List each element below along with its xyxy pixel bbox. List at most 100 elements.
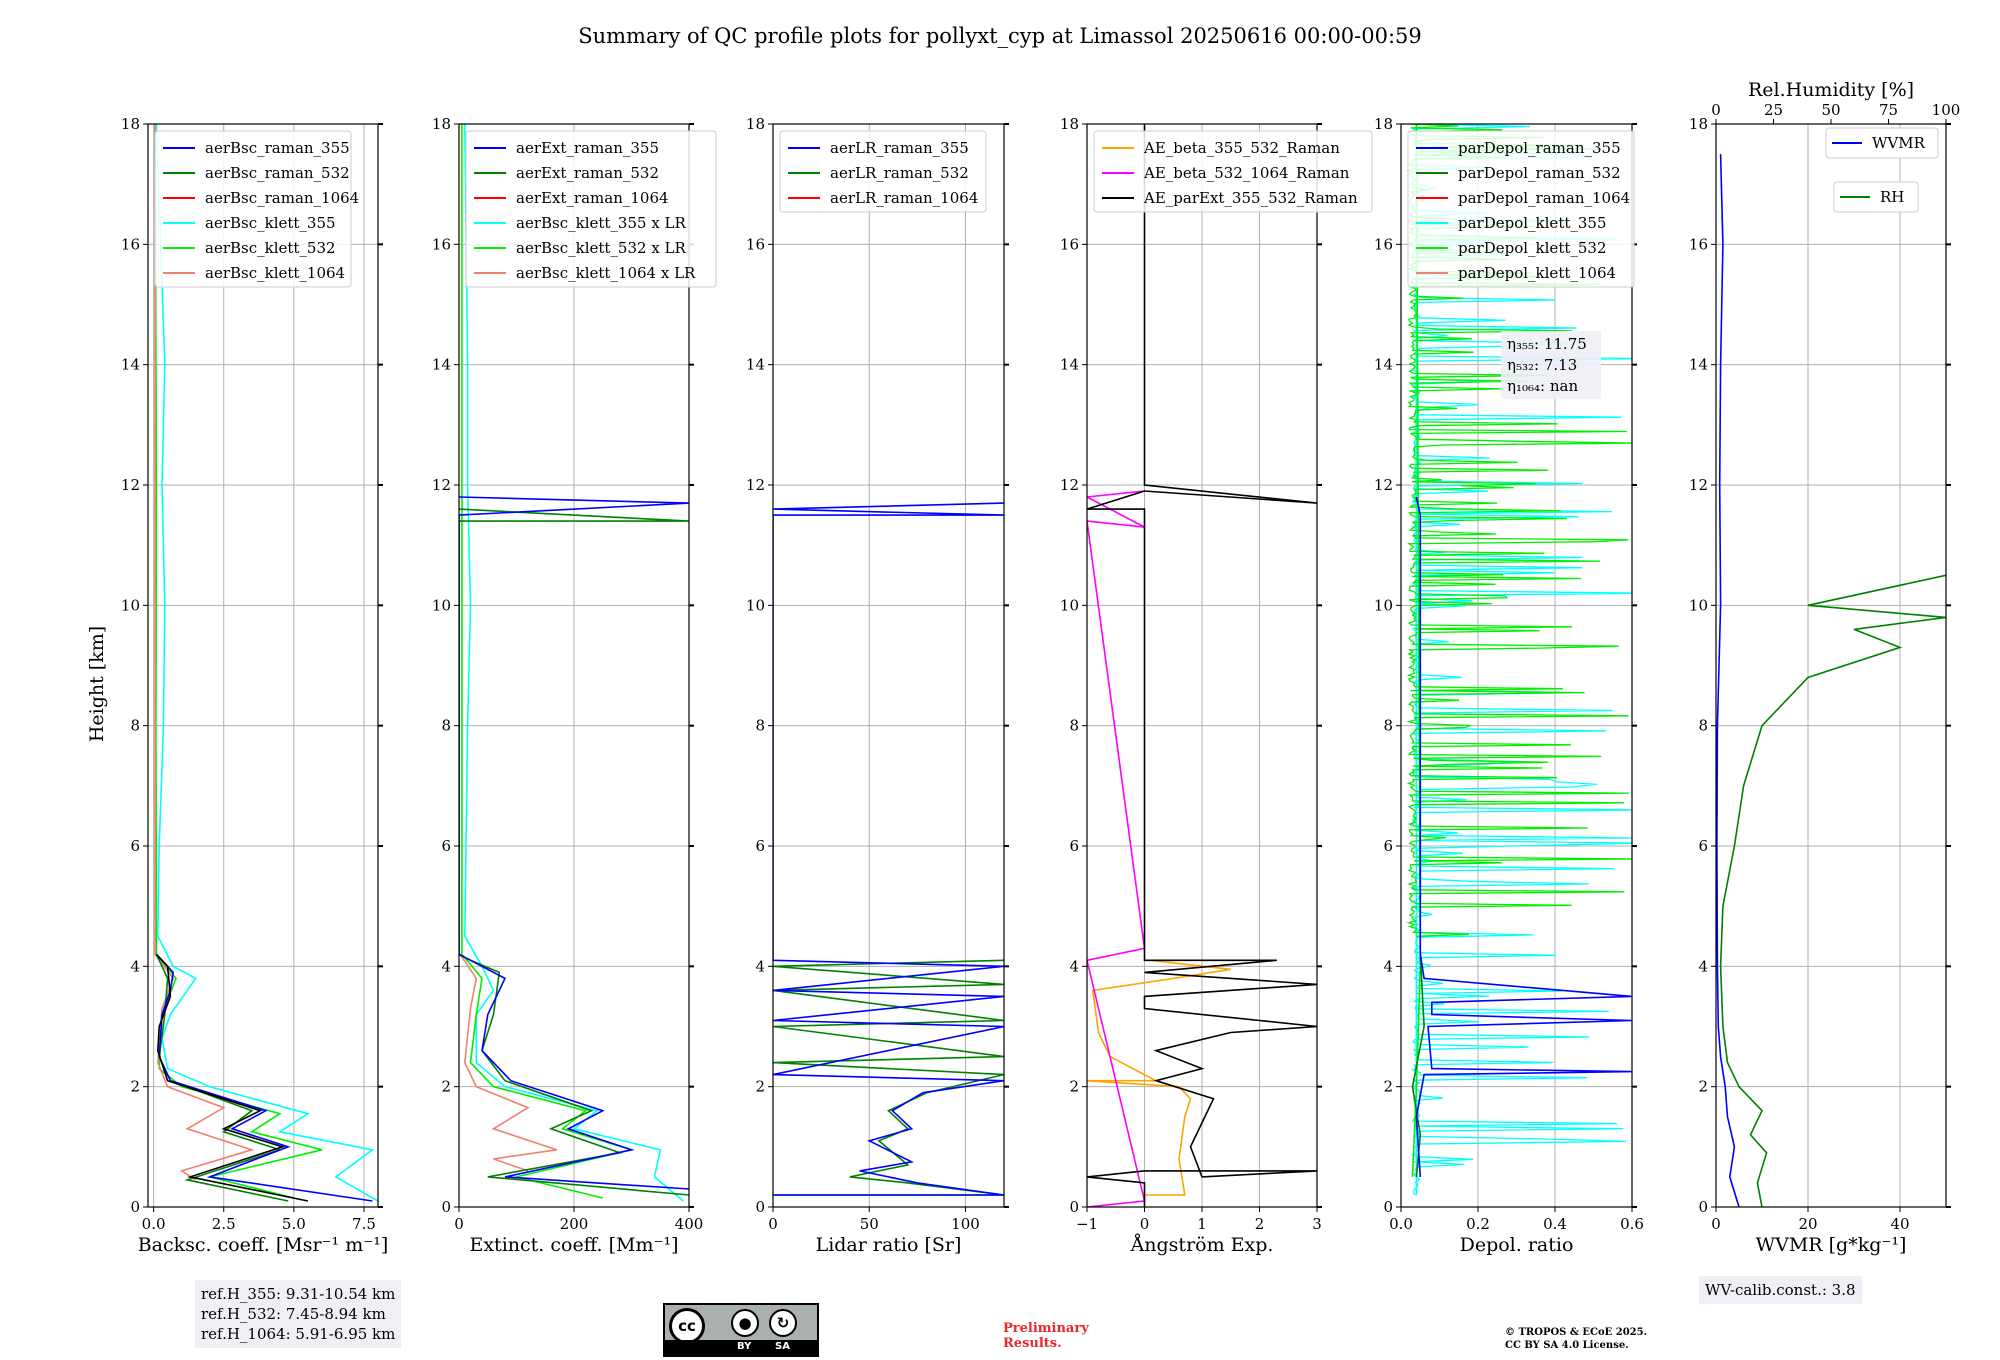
legend-box: [779, 130, 987, 213]
legend-label: aerBsc_klett_532 x LR: [516, 239, 687, 257]
copyright-line2: CC BY SA 4.0 License.: [1505, 1340, 1629, 1351]
y-tick-label: 4: [441, 957, 451, 975]
y-tick-label: 18: [121, 115, 140, 133]
x-axis-label: Extinct. coeff. [Mm⁻¹]: [469, 1234, 678, 1256]
legend-label: RH: [1880, 188, 1904, 206]
ref-height-355: ref.H_355: 9.31-10.54 km: [201, 1285, 396, 1303]
legend-box: [465, 130, 717, 288]
y-tick-label: 6: [1698, 837, 1708, 855]
x-axis-label: WVMR [g*kg⁻¹]: [1756, 1234, 1907, 1256]
y-tick-label: 8: [755, 717, 765, 735]
y-tick-label: 18: [1060, 115, 1079, 133]
panel-depol: 0.0 0.2 0.4 0.6 0 2 4 6 8 10 12 14 16 18 Depol. ratio p…: [1374, 115, 1644, 1256]
plot-area: [1087, 124, 1317, 1207]
y-tick-label: 4: [1383, 957, 1393, 975]
y-tick-label: 6: [1069, 837, 1079, 855]
x-tick-label: 2.5: [212, 1215, 236, 1233]
copyright-line1: © TROPOS & ECoE 2025.: [1505, 1327, 1648, 1338]
series-aerExt_raman_532: [459, 508, 689, 1196]
legend-label: aerBsc_klett_1064 x LR: [516, 264, 696, 282]
x-tick-label: 0: [768, 1215, 778, 1233]
preliminary-notice: Preliminary Results.: [1003, 1321, 1089, 1351]
top-x-tick-label: 75: [1879, 101, 1898, 119]
y-tick-label: 18: [1689, 115, 1708, 133]
y-tick-label: 16: [1689, 235, 1708, 253]
legend-label: aerLR_raman_355: [830, 139, 969, 157]
top-axis-label: Rel.Humidity [%]: [1748, 79, 1914, 101]
legend-RH: RH: [1833, 181, 1919, 213]
legend-WVMR: WVMR: [1825, 127, 1939, 159]
y-tick-label: 2: [130, 1078, 140, 1096]
x-tick-label: 0.4: [1543, 1215, 1567, 1233]
y-tick-label: 14: [121, 356, 140, 374]
x-tick-label: 50: [860, 1215, 879, 1233]
y-tick-label: 0: [755, 1198, 765, 1216]
legend-box: [1407, 130, 1635, 288]
legend-label: aerBsc_raman_355: [205, 139, 350, 157]
legend-label: aerBsc_klett_1064: [205, 264, 345, 282]
y-tick-label: 6: [130, 837, 140, 855]
eta-annotation: η₃₅₅: 11.75 η₅₃₂: 7.13 η₁₀₆₄: nan: [1501, 331, 1601, 399]
y-tick-label: 8: [441, 717, 451, 735]
top-x-tick-label: 0: [1711, 101, 1721, 119]
x-axis-label: Lidar ratio [Sr]: [816, 1234, 962, 1256]
y-tick-label: 16: [1374, 235, 1393, 253]
ref-height-532: ref.H_532: 7.45-8.94 km: [201, 1305, 386, 1323]
y-tick-label: 4: [1069, 957, 1079, 975]
height-axis-label: Height [km]: [86, 626, 108, 742]
x-axis-label: Ångström Exp.: [1130, 1234, 1274, 1256]
y-tick-label: 16: [1060, 235, 1079, 253]
series-aerBsc_raman_1064: [155, 953, 309, 1202]
x-tick-label: 100: [951, 1215, 980, 1233]
y-tick-label: 8: [1069, 717, 1079, 735]
x-tick-label: 0.0: [1389, 1215, 1413, 1233]
sa-label: SA: [775, 1341, 790, 1352]
y-tick-label: 8: [1383, 717, 1393, 735]
plot-area: [459, 124, 689, 1202]
series-aerBsc_raman_355: [155, 953, 373, 1202]
eta-line: η₁₀₆₄: nan: [1507, 377, 1578, 395]
preliminary-line2: Results.: [1003, 1336, 1062, 1351]
y-tick-label: 8: [130, 717, 140, 735]
x-tick-label: 0.6: [1620, 1215, 1644, 1233]
legend-label: aerBsc_klett_355: [205, 214, 336, 232]
x-tick-label: 400: [675, 1215, 704, 1233]
y-tick-label: 10: [746, 596, 765, 614]
axes-frame: [1715, 123, 1947, 1208]
legend-label: parDepol_raman_532: [1458, 164, 1621, 182]
y-tick-label: 6: [441, 837, 451, 855]
y-tick-label: 6: [755, 837, 765, 855]
legend-box: [1093, 130, 1373, 213]
legend: aerExt_raman_355 aerExt_raman_532 aerExt_r…: [465, 130, 717, 288]
legend-label: aerLR_raman_1064: [830, 189, 978, 207]
legend: aerBsc_raman_355 aerBsc_raman_532 aerBsc_r…: [154, 130, 359, 288]
panel-backscatter: 0.0 2.5 5.0 7.5 0 2 4 6 8 10 12 14 16 18 Backsc. coeff…: [121, 115, 388, 1256]
y-tick-label: 4: [130, 957, 140, 975]
legend-label: AE_parExt_355_532_Raman: [1143, 189, 1358, 207]
by-person-icon: ●: [731, 1309, 759, 1337]
series-RH: [1719, 574, 1946, 1207]
x-tick-label: −1: [1076, 1215, 1098, 1233]
y-tick-label: 10: [1060, 596, 1079, 614]
plot-area: [154, 124, 378, 1202]
series-parDepol_raman_355: [1415, 496, 1632, 1177]
x-tick-label: 3: [1312, 1215, 1322, 1233]
x-tick-label: 5.0: [282, 1215, 306, 1233]
panel-extinction: 0 200 400 0 2 4 6 8 10 12 14 16 18 Extinct. coeff. [M…: [432, 115, 717, 1256]
figure-title: Summary of QC profile plots for pollyxt_…: [578, 24, 1422, 48]
license-strip: BY SA: [665, 1340, 817, 1355]
x-tick-label: 0: [1711, 1215, 1721, 1233]
plot-area: [1716, 154, 1946, 1207]
y-tick-label: 16: [121, 235, 140, 253]
legend: parDepol_raman_355 parDepol_raman_532 parD…: [1407, 130, 1635, 288]
series-AE_beta_355_532_Raman: [1087, 959, 1231, 1196]
y-tick-label: 14: [432, 356, 451, 374]
y-tick-label: 2: [755, 1078, 765, 1096]
y-tick-label: 2: [1698, 1078, 1708, 1096]
series-WVMR: [1716, 154, 1740, 1207]
x-tick-label: 40: [1890, 1215, 1909, 1233]
y-tick-label: 12: [432, 476, 451, 494]
legend-label: aerExt_raman_355: [516, 139, 659, 157]
axes-frame: [147, 123, 379, 1208]
